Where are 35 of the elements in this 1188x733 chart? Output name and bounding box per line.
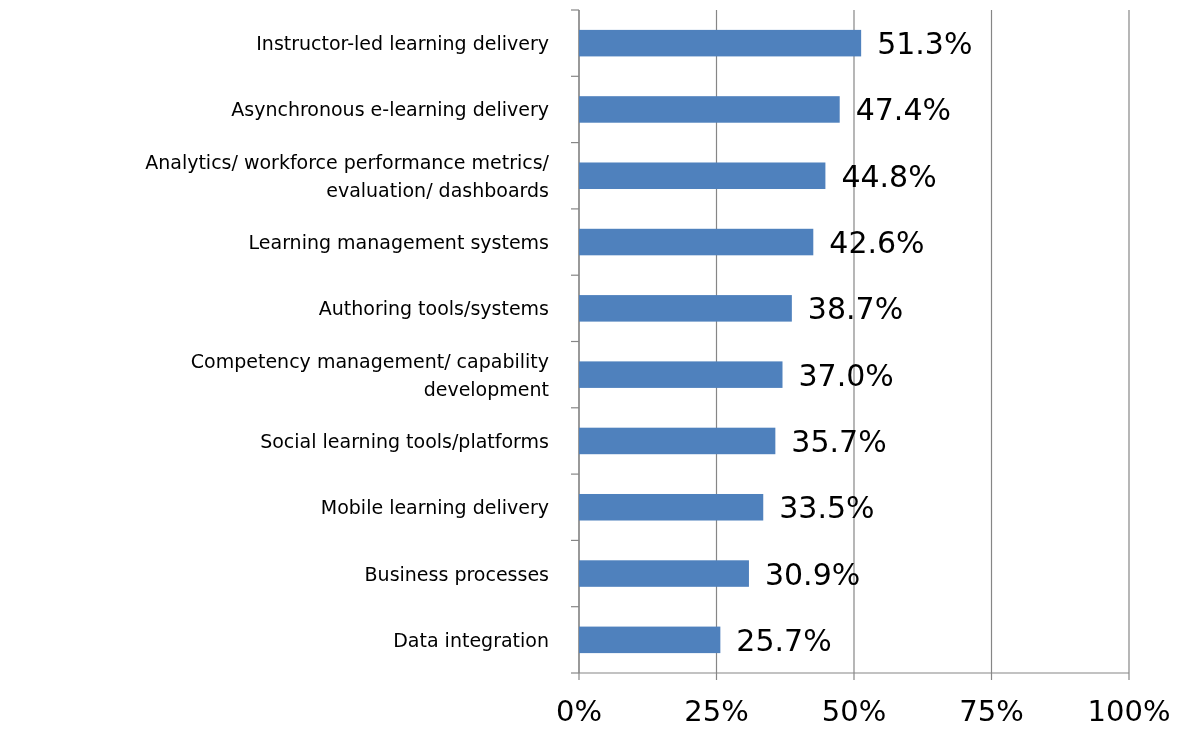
y-tick-label: Analytics/ workforce performance metrics/ evaluation/ dashboards	[145, 150, 550, 201]
data-label: 25.7%	[736, 622, 832, 658]
bar	[579, 493, 764, 521]
x-tick-label: 25%	[684, 694, 749, 728]
data-label: 51.3%	[877, 26, 973, 62]
data-label: 35.7%	[791, 423, 887, 459]
x-tick-label: 75%	[959, 694, 1024, 728]
bar	[579, 162, 826, 190]
y-tick-label: Data integration	[393, 628, 549, 651]
bar	[579, 96, 840, 123]
data-label: 33.5%	[779, 490, 875, 526]
data-label: 47.4%	[855, 92, 952, 128]
data-label: 44.8%	[841, 158, 937, 194]
x-tick-label: 100%	[1087, 694, 1171, 728]
bar	[579, 427, 776, 455]
data-label: 42.6%	[829, 225, 925, 261]
bar	[579, 295, 792, 322]
bar	[579, 228, 814, 256]
y-tick-label: Authoring tools/systems	[318, 297, 549, 320]
y-tick-label: Instructor-led learning delivery	[256, 32, 549, 55]
data-label: 30.9%	[764, 556, 861, 592]
y-tick-label: Business processes	[364, 562, 549, 585]
x-tick-label: 50%	[821, 694, 887, 728]
y-tick-label: Social learning tools/platforms	[260, 429, 549, 452]
y-tick-label: Asynchronous e-learning delivery	[231, 98, 549, 121]
data-label: 37.0%	[798, 357, 894, 393]
bar	[579, 361, 783, 388]
bar	[579, 560, 749, 587]
data-label: 38.7%	[807, 291, 904, 327]
bar	[579, 29, 862, 57]
bar	[579, 626, 721, 654]
x-tick-label: 0%	[555, 694, 603, 728]
y-tick-label: Competency management/ capability development	[190, 349, 549, 400]
y-tick-label: Learning management systems	[248, 231, 549, 254]
y-tick-label: Mobile learning delivery	[320, 496, 549, 519]
